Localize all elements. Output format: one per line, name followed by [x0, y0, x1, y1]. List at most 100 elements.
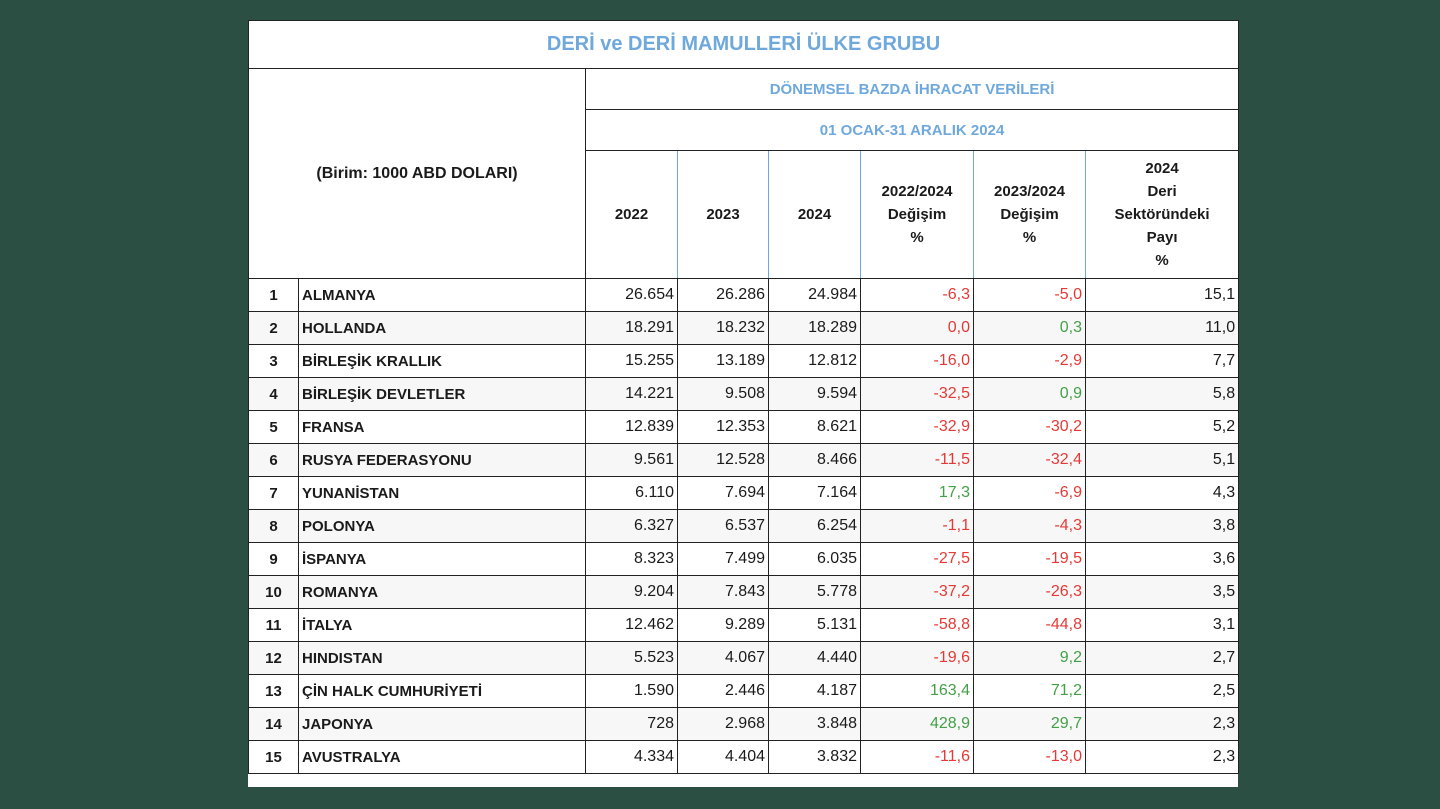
header-line: 2024	[1145, 160, 1179, 177]
row-change-2023-2024: -2,9	[973, 344, 1086, 378]
row-sector-share: 3,5	[1085, 575, 1240, 609]
row-change-2023-2024: 0,9	[973, 377, 1086, 411]
row-sector-share: 2,7	[1085, 641, 1240, 675]
row-sector-share: 11,0	[1085, 311, 1240, 345]
row-change-2023-2024: -6,9	[973, 476, 1086, 510]
row-country: FRANSA	[298, 410, 586, 444]
row-change-2022-2024: -11,5	[860, 443, 974, 477]
header-line: %	[1155, 252, 1169, 269]
column-header-change-2023-2024: 2023/2024 Değişim %	[973, 150, 1086, 279]
row-change-2022-2024: -11,6	[860, 740, 974, 774]
row-value-2022: 1.590	[585, 674, 678, 708]
row-value-2024: 4.440	[768, 641, 861, 675]
row-value-2024: 4.187	[768, 674, 861, 708]
row-value-2022: 9.204	[585, 575, 678, 609]
row-change-2022-2024: -27,5	[860, 542, 974, 576]
row-sector-share: 3,1	[1085, 608, 1240, 642]
row-rank: 7	[248, 476, 299, 510]
table-row: 2 HOLLANDA 18.291 18.232 18.289 0,0 0,3 11,0	[248, 311, 1240, 345]
row-value-2023: 13.189	[677, 344, 769, 378]
header-line: %	[1022, 229, 1037, 246]
column-header-change-2022-2024: 2022/2024 Değişim %	[860, 150, 974, 279]
row-value-2023: 9.289	[677, 608, 769, 642]
row-change-2023-2024: -4,3	[973, 509, 1086, 543]
row-country: POLONYA	[298, 509, 586, 543]
header-line: %	[910, 229, 924, 246]
row-value-2022: 728	[585, 707, 678, 741]
row-rank: 15	[248, 740, 299, 774]
row-rank: 14	[248, 707, 299, 741]
row-sector-share: 3,6	[1085, 542, 1240, 576]
row-value-2024: 8.621	[768, 410, 861, 444]
row-change-2023-2024: 71,2	[973, 674, 1086, 708]
row-change-2023-2024: -13,0	[973, 740, 1086, 774]
row-change-2022-2024: 428,9	[860, 707, 974, 741]
table-row: 6 RUSYA FEDERASYONU 9.561 12.528 8.466 -11,5-…	[248, 443, 1240, 477]
row-change-2022-2024: -16,0	[860, 344, 974, 378]
table-row: 15 AVUSTRALYA 4.334 4.404 3.832 -11,6 -13,0 2,3	[248, 740, 1240, 774]
row-change-2022-2024: 0,0	[860, 311, 974, 345]
column-header-2024: 2024	[768, 150, 861, 279]
row-change-2023-2024: 9,2	[973, 641, 1086, 675]
table-row: 13 ÇİN HALK CUMHURİYETİ 1.590 2.446 4.187 163…	[248, 674, 1240, 708]
row-rank: 5	[248, 410, 299, 444]
row-change-2023-2024: -44,8	[973, 608, 1086, 642]
row-country: RUSYA FEDERASYONU	[298, 443, 586, 477]
row-country: BİRLEŞİK KRALLIK	[298, 344, 586, 378]
header-line: 2023/2024	[994, 183, 1065, 200]
row-value-2023: 4.404	[677, 740, 769, 774]
table-row: 9 İSPANYA 8.323 7.499 6.035 -27,5 -19,5 3,6	[248, 542, 1240, 576]
row-country: AVUSTRALYA	[298, 740, 586, 774]
row-change-2022-2024: 17,3	[860, 476, 974, 510]
row-sector-share: 7,7	[1085, 344, 1240, 378]
header-line: Sektöründeki	[1114, 206, 1210, 223]
table-row: 1 ALMANYA 26.654 26.286 24.984 -6,3 -5,0 15,1	[248, 278, 1240, 312]
row-rank: 12	[248, 641, 299, 675]
row-value-2022: 14.221	[585, 377, 678, 411]
row-rank: 2	[248, 311, 299, 345]
row-country: BİRLEŞİK DEVLETLER	[298, 377, 586, 411]
row-value-2024: 6.035	[768, 542, 861, 576]
row-rank: 4	[248, 377, 299, 411]
row-value-2024: 6.254	[768, 509, 861, 543]
row-value-2024: 7.164	[768, 476, 861, 510]
row-change-2022-2024: -6,3	[860, 278, 974, 312]
period-title: DÖNEMSEL BAZDA İHRACAT VERİLERİ	[585, 68, 1240, 110]
row-value-2023: 12.528	[677, 443, 769, 477]
unit-label: (Birim: 1000 ABD DOLARI)	[248, 68, 586, 279]
row-value-2024: 18.289	[768, 311, 861, 345]
row-value-2023: 9.508	[677, 377, 769, 411]
row-sector-share: 3,8	[1085, 509, 1240, 543]
table-row: 3 BİRLEŞİK KRALLIK 15.255 13.189 12.812 -16,0…	[248, 344, 1240, 378]
row-value-2022: 6.327	[585, 509, 678, 543]
row-value-2024: 12.812	[768, 344, 861, 378]
row-value-2022: 8.323	[585, 542, 678, 576]
row-change-2022-2024: -19,6	[860, 641, 974, 675]
row-country: ROMANYA	[298, 575, 586, 609]
table-row: 12 HINDISTAN 5.523 4.067 4.440 -19,6 9,2 2,7	[248, 641, 1240, 675]
row-value-2022: 12.462	[585, 608, 678, 642]
row-value-2022: 6.110	[585, 476, 678, 510]
row-value-2024: 9.594	[768, 377, 861, 411]
row-value-2024: 5.778	[768, 575, 861, 609]
row-country: İTALYA	[298, 608, 586, 642]
row-rank: 10	[248, 575, 299, 609]
row-country: YUNANİSTAN	[298, 476, 586, 510]
row-country: İSPANYA	[298, 542, 586, 576]
row-value-2023: 26.286	[677, 278, 769, 312]
row-change-2023-2024: -26,3	[973, 575, 1086, 609]
row-rank: 6	[248, 443, 299, 477]
row-value-2023: 7.499	[677, 542, 769, 576]
row-value-2023: 6.537	[677, 509, 769, 543]
row-change-2022-2024: -58,8	[860, 608, 974, 642]
row-value-2022: 18.291	[585, 311, 678, 345]
row-country: ALMANYA	[298, 278, 586, 312]
row-value-2024: 5.131	[768, 608, 861, 642]
row-country: ÇİN HALK CUMHURİYETİ	[298, 674, 586, 708]
header-line: Payı	[1146, 229, 1178, 246]
table-row: 10 ROMANYA 9.204 7.843 5.778 -37,2 -26,3 3,5	[248, 575, 1240, 609]
date-range: 01 OCAK-31 ARALIK 2024	[585, 109, 1240, 151]
table-row: 5 FRANSA 12.839 12.353 8.621 -32,9 -30,2 5,2	[248, 410, 1240, 444]
row-value-2023: 2.446	[677, 674, 769, 708]
row-sector-share: 5,2	[1085, 410, 1240, 444]
